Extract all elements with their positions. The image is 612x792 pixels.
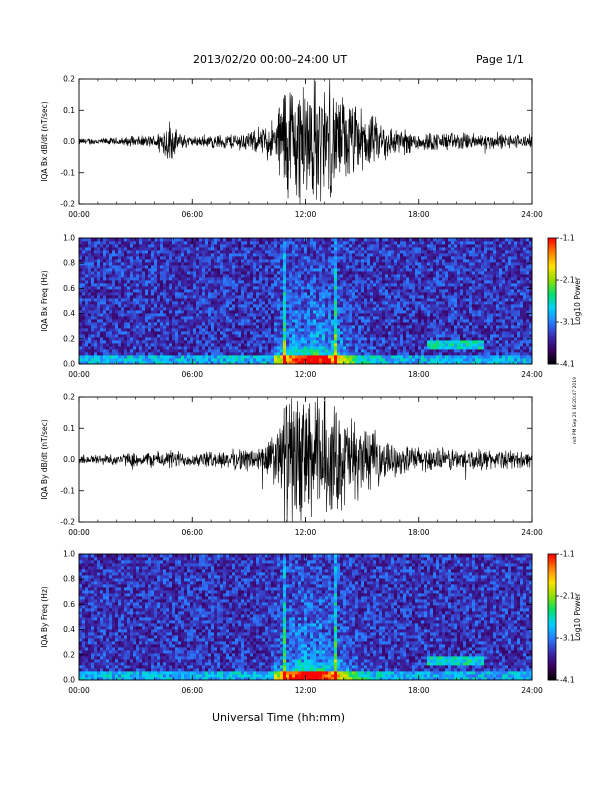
y-tick-label: 0.0 bbox=[63, 676, 75, 685]
figure-title: 2013/02/20 00:00–24:00 UT bbox=[193, 53, 348, 66]
x-tick-label: 18:00 bbox=[408, 370, 430, 379]
y-axis-label: IQA Bx dB/dt (nT/sec) bbox=[40, 101, 49, 182]
y-tick-label: -0.2 bbox=[60, 518, 75, 527]
side-note: mit PM Sep 20 16:20:47 2019 bbox=[573, 376, 578, 444]
y-axis-label: IQA By dB/dt (nT/sec) bbox=[40, 419, 49, 500]
trace-line bbox=[78, 78, 533, 205]
y-tick-label: 0.8 bbox=[63, 575, 75, 584]
y-tick-label: 0.6 bbox=[63, 284, 75, 293]
y-tick-label: 0.0 bbox=[63, 137, 75, 146]
colorbar-label: Log10 Power bbox=[573, 592, 582, 641]
colorbar-tick-label: -1.1 bbox=[560, 234, 575, 243]
y-tick-label: 0.0 bbox=[63, 360, 75, 369]
y-tick-label: 0.4 bbox=[63, 309, 75, 318]
y-tick-label: 1.0 bbox=[63, 550, 75, 559]
x-tick-label: 06:00 bbox=[181, 528, 203, 537]
y-tick-label: 0.2 bbox=[63, 334, 75, 343]
x-tick-label: 00:00 bbox=[68, 686, 90, 695]
y-tick-label: 0.4 bbox=[63, 625, 75, 634]
x-tick-label: 12:00 bbox=[295, 528, 317, 537]
colorbar-tick-label: -3.1 bbox=[560, 634, 575, 643]
x-tick-label: 12:00 bbox=[295, 370, 317, 379]
colorbar-label: Log10 Power bbox=[573, 276, 582, 325]
x-tick-label: 06:00 bbox=[181, 686, 203, 695]
y-tick-label: 0.1 bbox=[63, 106, 75, 115]
y-tick-label: 0.2 bbox=[63, 650, 75, 659]
y-tick-label: 0.0 bbox=[63, 455, 75, 464]
colorbar-frame bbox=[547, 237, 557, 365]
x-tick-label: 18:00 bbox=[408, 686, 430, 695]
page-indicator: Page 1/1 bbox=[476, 53, 524, 66]
colorbar-tick-label: -4.1 bbox=[560, 360, 575, 369]
x-tick-label: 00:00 bbox=[68, 370, 90, 379]
x-tick-label: 24:00 bbox=[521, 210, 543, 219]
y-tick-label: 0.2 bbox=[63, 75, 75, 84]
y-tick-label: 0.8 bbox=[63, 259, 75, 268]
x-tick-label: 18:00 bbox=[408, 528, 430, 537]
y-tick-label: -0.1 bbox=[60, 486, 75, 495]
y-tick-label: 0.6 bbox=[63, 600, 75, 609]
x-tick-label: 06:00 bbox=[181, 210, 203, 219]
colorbar-tick-label: -2.1 bbox=[560, 592, 575, 601]
x-tick-label: 18:00 bbox=[408, 210, 430, 219]
colorbar bbox=[548, 554, 556, 681]
x-tick-label: 12:00 bbox=[295, 210, 317, 219]
y-axis-label: IQA Bx Freq (Hz) bbox=[40, 270, 49, 332]
y-tick-label: 0.2 bbox=[63, 393, 75, 402]
spectrogram bbox=[79, 238, 533, 365]
y-tick-label: 0.1 bbox=[63, 424, 75, 433]
spectrogram bbox=[79, 554, 533, 681]
x-tick-label: 24:00 bbox=[521, 528, 543, 537]
colorbar-tick-label: -1.1 bbox=[560, 550, 575, 559]
x-tick-label: 06:00 bbox=[181, 370, 203, 379]
trace-line bbox=[78, 396, 533, 523]
x-axis-label: Universal Time (hh:mm) bbox=[212, 711, 345, 724]
x-tick-label: 24:00 bbox=[521, 370, 543, 379]
colorbar bbox=[548, 238, 556, 365]
colorbar-frame bbox=[547, 553, 557, 681]
y-tick-label: -0.2 bbox=[60, 200, 75, 209]
x-tick-label: 00:00 bbox=[68, 528, 90, 537]
colorbar-tick-label: -2.1 bbox=[560, 276, 575, 285]
colorbar-tick-label: -4.1 bbox=[560, 676, 575, 685]
x-tick-label: 24:00 bbox=[521, 686, 543, 695]
y-tick-label: -0.1 bbox=[60, 168, 75, 177]
y-tick-label: 1.0 bbox=[63, 234, 75, 243]
colorbar-tick-label: -3.1 bbox=[560, 318, 575, 327]
x-tick-label: 00:00 bbox=[68, 210, 90, 219]
y-axis-label: IQA By Freq (Hz) bbox=[40, 586, 49, 648]
x-tick-label: 12:00 bbox=[295, 686, 317, 695]
